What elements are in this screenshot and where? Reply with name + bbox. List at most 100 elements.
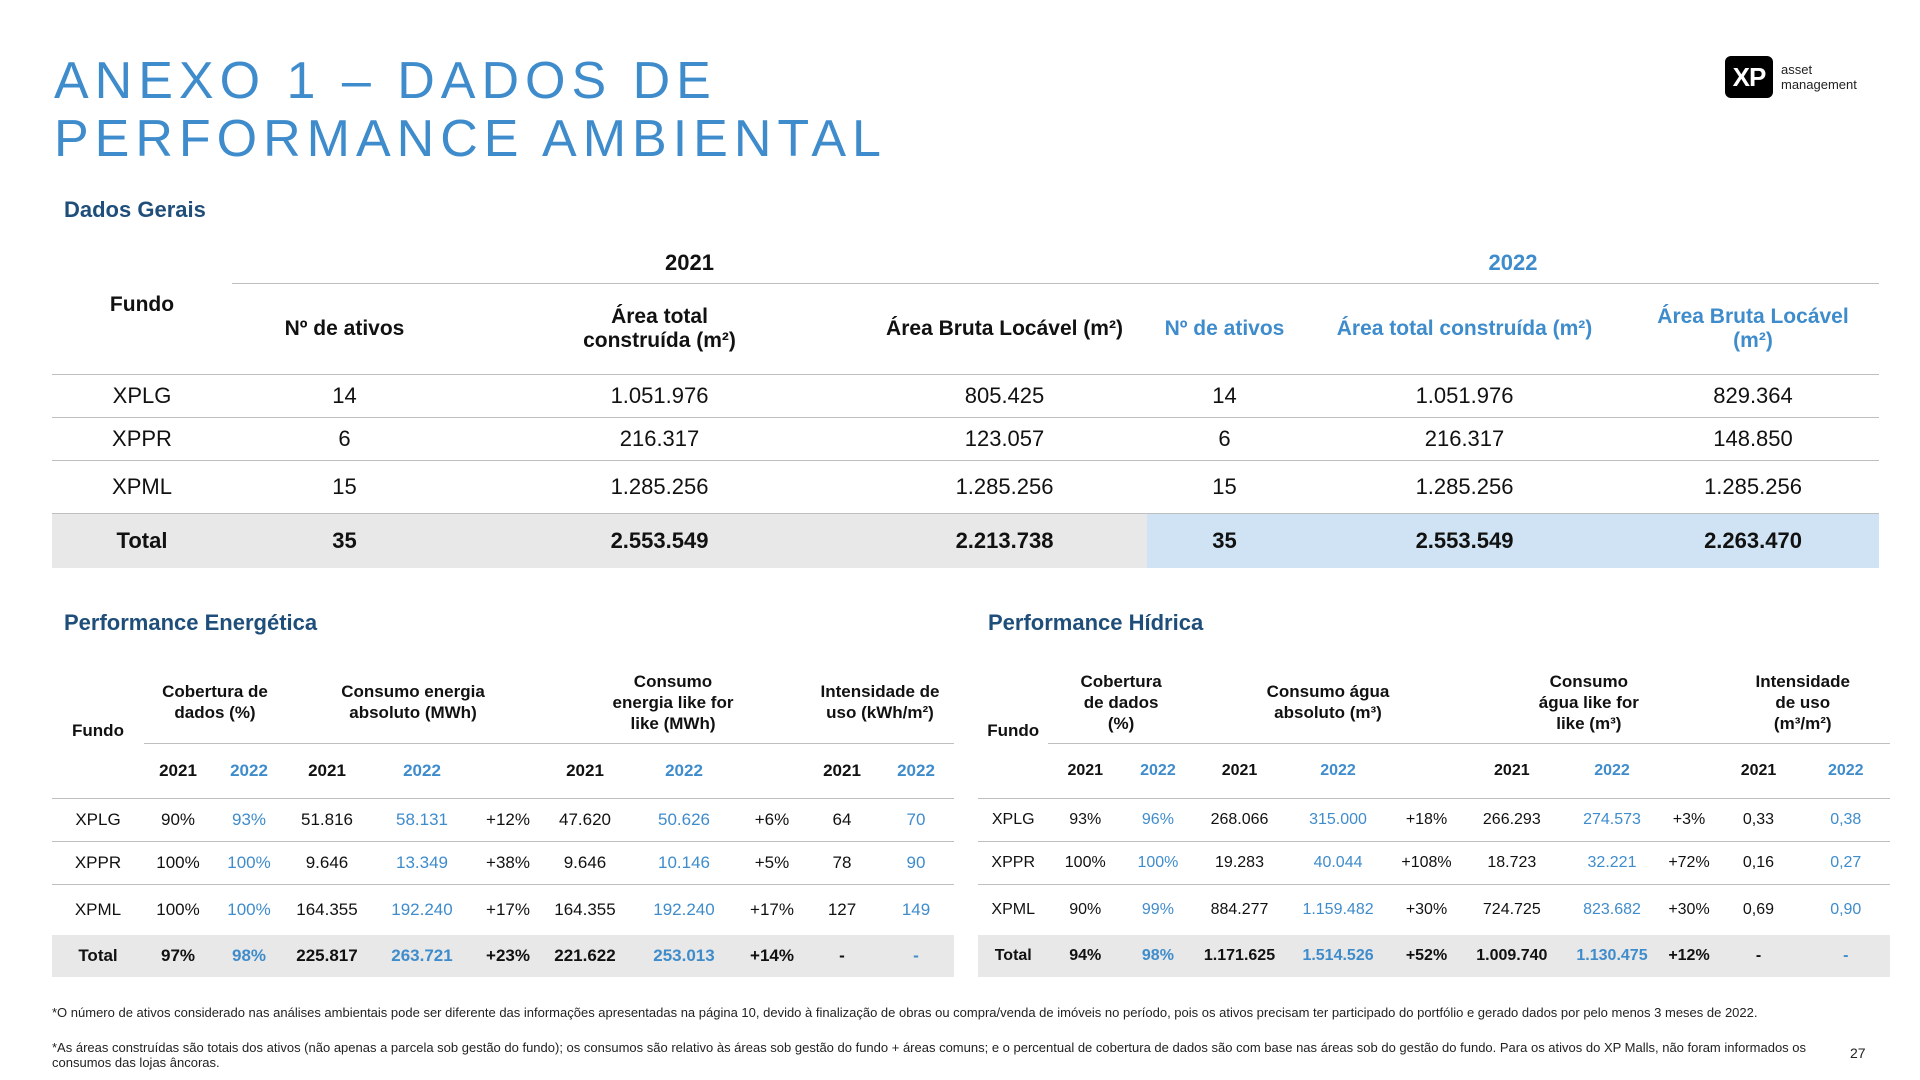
cell-fundo: XPLG [978, 798, 1049, 842]
cell-cob22: 100% [227, 900, 271, 919]
water-year-row: 2021 2022 2021 2022 2021 2022 2021 2022 [978, 742, 1890, 799]
cell-int22: 90 [878, 841, 954, 885]
year-header-row: Fundo 2021 2022 [52, 243, 1879, 316]
cell-int22: 70 [878, 798, 954, 842]
cell-lflvar: +30% [1668, 901, 1710, 918]
header-cobertura: Cobertura de dados (%) [162, 682, 268, 723]
cell-int21: - [1715, 935, 1802, 977]
logo-text-line2: management [1781, 77, 1857, 92]
table-row: XPML 100% 100% 164.355 192.240 +17% 164.… [52, 885, 954, 936]
cell-int22: 0,38 [1801, 798, 1890, 842]
cell-cob22: 100% [212, 841, 286, 885]
cell-int22: 0,27 [1801, 841, 1890, 885]
logo-text: asset management [1781, 62, 1857, 92]
cell-lfl22: 10.146 [630, 841, 738, 885]
year-2022: 2022 [878, 742, 954, 799]
cell-abl21: 805.425 [862, 374, 1147, 418]
cell-lfl22: 274.573 [1561, 798, 1663, 842]
cell-lflvar: +6% [738, 798, 806, 842]
cell-int22: 149 [901, 900, 931, 919]
cell-abs21: 225.817 [286, 935, 368, 977]
cell-n21: 14 [232, 374, 457, 418]
cell-lfl22: 32.221 [1561, 841, 1663, 885]
cell-int21: 0,33 [1715, 798, 1802, 842]
cell-lflvar: +17% [750, 900, 794, 919]
cell-area22: 216.317 [1302, 417, 1627, 461]
header-intensidade: Intensidade de uso (kWh/m²) [820, 682, 940, 723]
table-row: XPML 90% 99% 884.277 1.159.482 +30% 724.… [978, 885, 1890, 936]
year-2022: 2022 [1561, 742, 1663, 799]
cell-cob21: 100% [144, 841, 212, 885]
year-2022: 2022 [368, 742, 476, 799]
header-consumo-lfl: Consumo energia like for like (MWh) [612, 671, 734, 733]
year-2021: 2021 [1048, 742, 1123, 799]
header-year-2022: 2022 [1488, 250, 1538, 275]
cell-abs22: 263.721 [368, 935, 476, 977]
cell-absvar: +23% [476, 935, 540, 977]
cell-int21: 127 [827, 900, 857, 919]
header-abl-2021: Área Bruta Locável (m²) [862, 283, 1147, 375]
cell-abl22: 829.364 [1627, 374, 1879, 418]
cell-cob22: 98% [1122, 935, 1194, 977]
cell-abs22: 315.000 [1285, 798, 1391, 842]
header-area-total-2021: Área total construída (m²) [457, 283, 862, 375]
cell-fundo: XPPR [52, 417, 232, 461]
footnote-areas: *As áreas construídas são totais dos ati… [52, 1040, 1807, 1070]
cell-lfl21: 1.009.740 [1462, 935, 1562, 977]
header-abl-2022: Área Bruta Locável (m²) [1627, 283, 1879, 375]
cell-lfl21: 266.293 [1462, 798, 1562, 842]
header-year-2021: 2021 [665, 250, 714, 275]
cell-area21: 216.317 [457, 417, 862, 461]
header-fundo: Fundo [109, 293, 175, 316]
table-row: XPPR 100% 100% 9.646 13.349 +38% 9.646 1… [52, 841, 954, 885]
cell-abl21: 1.285.256 [862, 460, 1147, 514]
cell-n21: 35 [232, 513, 457, 568]
cell-abs22: 1.159.482 [1302, 901, 1374, 918]
cell-absvar: +108% [1390, 841, 1463, 885]
cell-lfl22: 253.013 [630, 935, 738, 977]
cell-lflvar: +14% [738, 935, 806, 977]
cell-cob21: 97% [144, 935, 212, 977]
cell-cob21: 90% [1069, 901, 1102, 918]
var-spacer [476, 742, 540, 799]
year-2021: 2021 [286, 742, 368, 799]
energy-header-row: Fundo Cobertura de dados (%) Consumo ene… [52, 662, 954, 743]
page-title-line1: ANEXO 1 – DADOS DE [54, 52, 717, 110]
cell-absvar: +17% [486, 900, 530, 919]
cell-absvar: +30% [1405, 901, 1448, 918]
year-2021: 2021 [1462, 742, 1562, 799]
cell-cob21: 93% [1048, 798, 1123, 842]
cell-lfl21: 164.355 [554, 900, 616, 919]
cell-cob22: 93% [212, 798, 286, 842]
year-2021: 2021 [540, 742, 630, 799]
cell-int21: - [806, 935, 878, 977]
cell-abs22: 40.044 [1285, 841, 1391, 885]
year-2022: 2022 [1285, 742, 1391, 799]
cell-int21: 64 [806, 798, 878, 842]
cell-cob21: 90% [144, 798, 212, 842]
header-fundo: Fundo [987, 721, 1040, 740]
cell-cob21: 100% [156, 900, 200, 919]
cell-fundo: Total [52, 935, 144, 977]
cell-area22: 1.051.976 [1302, 374, 1627, 418]
cell-int21: 0,69 [1742, 901, 1775, 918]
cell-lflvar: +12% [1662, 935, 1716, 977]
header-fundo: Fundo [72, 721, 124, 740]
cell-abs21: 1.171.625 [1193, 935, 1286, 977]
xp-logo-icon: XP [1725, 56, 1773, 98]
cell-abl22: 1.285.256 [1627, 460, 1879, 514]
header-consumo-absoluto: Consumo energia absoluto (MWh) [341, 682, 485, 723]
cell-n22: 14 [1147, 374, 1302, 418]
year-2021: 2021 [806, 742, 878, 799]
cell-area22: 2.553.549 [1302, 513, 1627, 568]
header-consumo-lfl: Consumo água like for like (m³) [1538, 671, 1639, 733]
cell-abs21: 9.646 [286, 841, 368, 885]
cell-abl22: 2.263.470 [1627, 513, 1879, 568]
cell-int22: - [1801, 935, 1890, 977]
cell-fundo: XPLG [52, 374, 232, 418]
cell-abl22: 148.850 [1627, 417, 1879, 461]
cell-lfl21: 18.723 [1462, 841, 1562, 885]
energy-performance-table: Fundo Cobertura de dados (%) Consumo ene… [52, 662, 954, 977]
cell-abs21: 884.277 [1210, 901, 1269, 918]
cell-lfl21: 724.725 [1482, 901, 1541, 918]
